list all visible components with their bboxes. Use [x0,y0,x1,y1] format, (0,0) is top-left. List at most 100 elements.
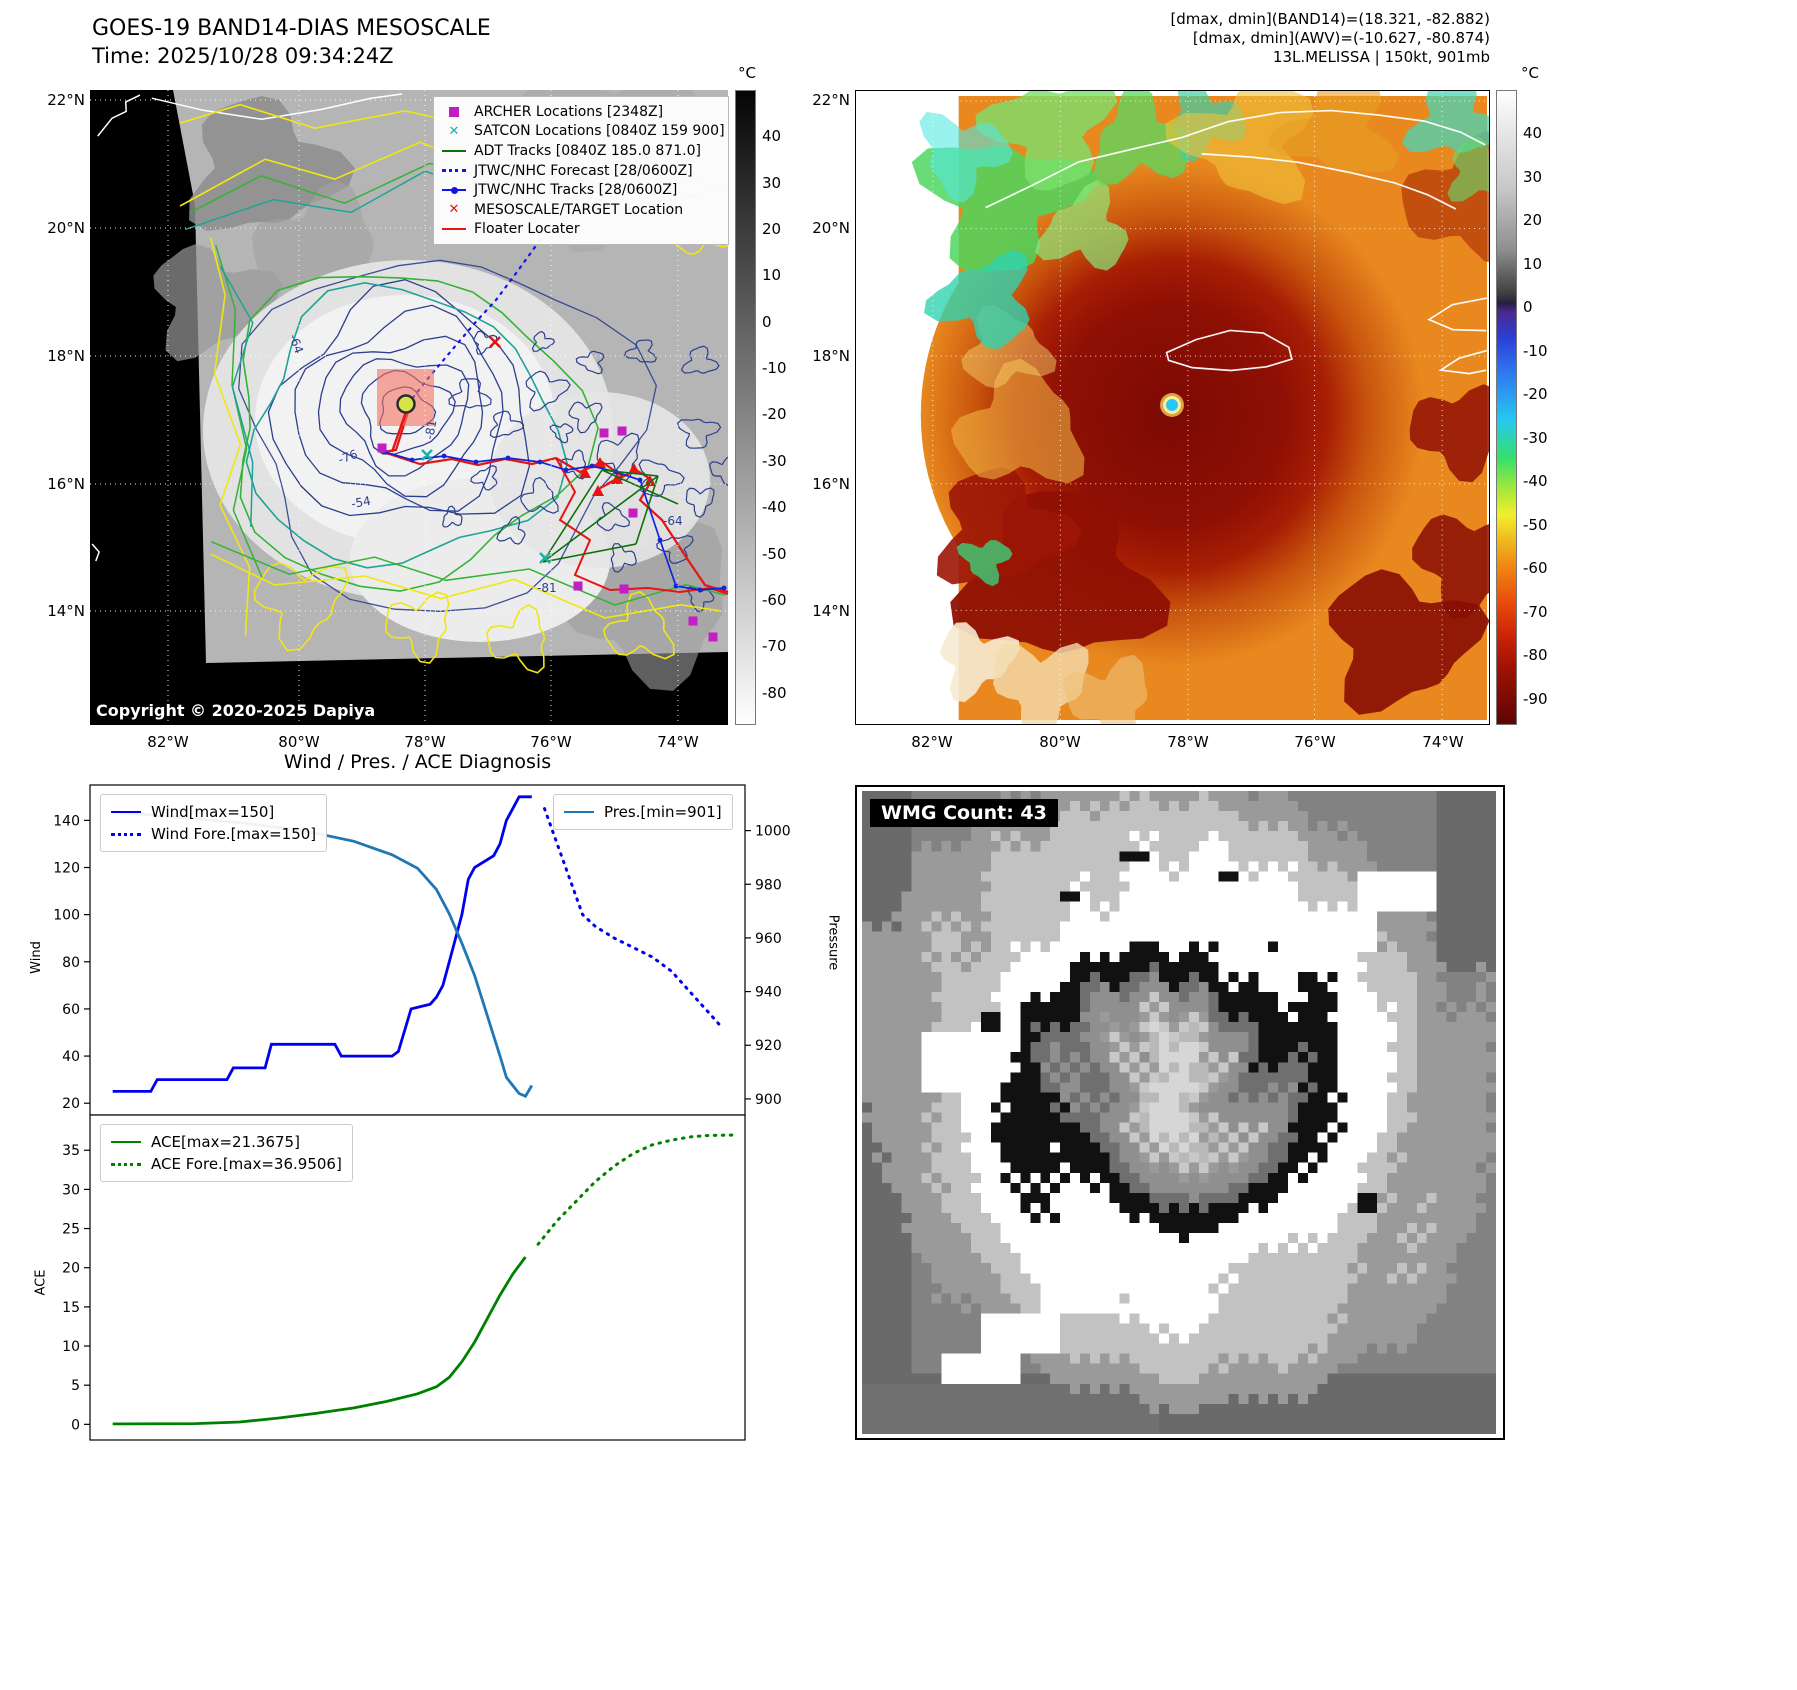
coastline-jamaica [1165,329,1293,372]
wmg-panel: WMG Count: 43 [855,785,1505,1440]
track-point-icon [473,459,479,465]
temp-contour [560,449,586,480]
lat-tick-label: 20°N [812,219,850,237]
colorbar-tick-label: 40 [1523,124,1543,142]
track-arrow-icon [611,473,623,484]
lat-tick-label: 16°N [812,475,850,493]
series-solid [112,1256,527,1426]
tick-label: 35 [62,1143,80,1159]
adt-track [635,475,659,545]
colorbar-tick-label: -70 [1523,603,1548,621]
colorbar-tick-label: 10 [1523,255,1543,273]
lat-tick-label: 14°N [812,602,850,620]
temp-contour [525,370,571,412]
temp-contour [685,487,715,518]
timestamp: Time: 2025/10/28 09:34:24Z [92,44,394,68]
lon-tick-label: 82°W [147,733,189,751]
temp-contour [209,237,251,636]
temp-contour [489,410,525,439]
legend-item: ACE Fore.[max=36.9506] [111,1153,342,1175]
cloud-patch [1268,91,1399,173]
series-solid [112,795,532,1093]
contour-label: -54 [350,494,372,511]
cloud-patch [956,540,1013,587]
legend-label: ACE[max=21.3675] [151,1133,300,1151]
colorbar-tick-label: 20 [762,220,782,238]
track-point-icon [637,477,643,483]
temp-contour [624,339,657,363]
coastline [97,94,141,137]
temp-contour [610,543,637,573]
page-title: GOES-19 BAND14-DIAS MESOSCALE [92,16,491,41]
tick-label: 25 [62,1222,80,1238]
tl-colorbar-unit: °C [738,64,756,82]
tick-label: 1000 [755,824,791,840]
ace-axis-label: ACE [33,1269,49,1296]
tick-label: 30 [62,1182,80,1198]
temp-contour [676,418,722,449]
tick-label: 5 [71,1378,80,1394]
legend-label: JTWC/NHC Tracks [28/0600Z] [474,182,678,199]
coastline [1427,296,1489,332]
coastline [985,109,1486,209]
coastline [91,543,100,562]
lon-tick-label: 80°W [1039,733,1081,751]
contour-label: -81 [537,581,557,595]
temp-contour [448,378,492,409]
satcon-marker-icon [421,449,433,461]
dotted-line-icon [111,1162,141,1166]
storm-eye-icon [1166,399,1178,411]
lat-tick-label: 20°N [47,219,85,237]
tr-header-stats: [dmax, dmin](BAND14)=(18.321, -82.882) [d… [1170,10,1490,67]
colorbar-tick-label: -30 [1523,429,1548,447]
tick-label: 40 [62,1049,80,1065]
map-shape [390,411,408,453]
line-dot-icon [442,187,466,195]
temp-contour [602,590,675,660]
copyright-text: Copyright © 2020-2025 Dapiya [96,701,376,720]
tick-label: 10 [62,1339,80,1355]
track-point-icon [441,453,447,459]
x-marker-icon: ✕ [448,123,460,139]
line-icon [442,149,466,152]
tick-label: 900 [755,1092,782,1108]
lon-tick-label: 76°W [1294,733,1336,751]
temp-contour [486,604,545,674]
tick-label: 120 [53,861,80,877]
colorbar-tick-label: 10 [762,266,782,284]
cloud-patch [1093,91,1190,186]
temp-contour [531,331,555,352]
colorbar-tick-label: -30 [762,452,787,470]
tick-label: 20 [62,1096,80,1112]
tick-label: 15 [62,1300,80,1316]
wind-axis-label: Wind [28,941,44,974]
lat-tick-label: 18°N [812,347,850,365]
map-shape [1412,514,1489,619]
band14-colorbar [735,90,756,725]
lat-tick-label: 14°N [47,602,85,620]
track-point-icon [721,585,727,591]
legend-item: ✕ MESOSCALE/TARGET Location [442,200,720,220]
colorbar-tick-label: -10 [762,359,787,377]
legend-item: ACE[max=21.3675] [111,1131,342,1153]
colorbar-tick-label: -80 [1523,646,1548,664]
legend-label: Wind Fore.[max=150] [151,825,317,843]
colorbar-tick-label: 0 [762,313,772,331]
colorbar-tick-label: -50 [1523,516,1548,534]
cloud-patch [1401,91,1489,153]
archer-marker-icon [377,443,387,453]
legend-item: Wind Fore.[max=150] [111,823,316,845]
track-point-icon [589,463,595,469]
archer-marker-icon [708,632,718,642]
eyewall-contour [317,335,484,498]
temp-contour [219,266,254,527]
diagnosis-title: Wind / Pres. / ACE Diagnosis [283,751,552,773]
colorbar-tick-label: -50 [762,545,787,563]
temp-contour [709,456,728,486]
legend-item: ADT Tracks [0840Z 185.0 871.0] [442,141,720,161]
lat-tick-label: 16°N [47,475,85,493]
wmg-pixel-image [862,791,1496,1434]
track-point-icon [537,459,543,465]
cloud-patch [1035,179,1129,271]
